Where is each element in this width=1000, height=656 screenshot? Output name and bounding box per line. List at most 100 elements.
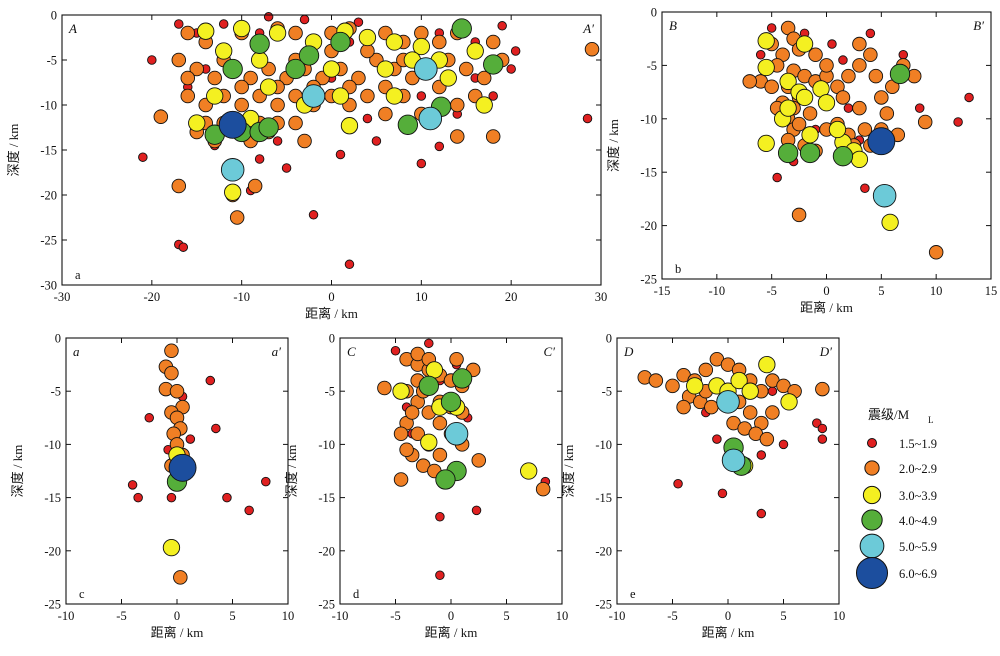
quake-point: [712, 434, 722, 444]
quake-point: [133, 492, 143, 503]
quake-point: [174, 19, 184, 29]
quake-point: [392, 382, 410, 400]
quake-point: [755, 49, 766, 60]
quake-point: [928, 245, 944, 260]
quake-point: [827, 39, 837, 49]
quake-point: [791, 116, 807, 132]
quake-point: [520, 462, 538, 480]
y-tick-label: -5: [602, 385, 612, 399]
x-tick-label: 5: [878, 284, 884, 298]
legend-marker: [859, 533, 885, 559]
quake-point: [414, 25, 429, 41]
quake-point: [418, 375, 439, 397]
quake-point: [808, 47, 823, 62]
quake-point: [758, 355, 776, 374]
quake-point: [188, 114, 206, 132]
quake-point: [868, 68, 884, 84]
quake-point: [802, 106, 818, 121]
quake-point: [485, 34, 501, 50]
quake-point: [914, 103, 925, 113]
quake-point: [340, 117, 359, 135]
quake-point: [673, 479, 683, 489]
quake-point: [835, 90, 851, 105]
quake-point: [742, 405, 758, 420]
y-tick-label: -20: [318, 544, 335, 558]
quake-point: [362, 113, 373, 124]
quake-point: [178, 242, 189, 252]
quake-point: [698, 362, 714, 378]
x-tick-label: -10: [609, 609, 626, 623]
quake-point: [828, 120, 847, 139]
y-tick-label: -5: [47, 54, 57, 68]
quake-point: [218, 19, 229, 29]
quake-point: [410, 426, 425, 442]
y-tick-label: -25: [40, 234, 57, 248]
quake-point: [838, 55, 848, 65]
legend-entry-label: 1.5~1.9: [899, 437, 937, 451]
quake-point: [162, 538, 181, 557]
chart-panel-c: -10 -5 0 5 10 0 -5 -10 -15 -20 -25 a a′ c 距离 / km 深度 / …: [10, 332, 294, 641]
y-tick-label: -5: [51, 385, 61, 399]
quake-point: [397, 114, 419, 135]
quake-point: [244, 505, 254, 516]
y-tick-label: -15: [640, 166, 657, 180]
quake-point: [371, 136, 382, 146]
quake-point: [180, 88, 196, 104]
x-axis-title: 距离 / km: [151, 625, 204, 640]
y-tick-label: -5: [325, 385, 335, 399]
y-axis-title: 深度 / km: [606, 119, 621, 172]
quake-point: [358, 28, 377, 47]
quake-point: [207, 70, 222, 86]
x-tick-label: 20: [505, 290, 518, 304]
quake-point: [488, 91, 498, 101]
quake-point: [297, 133, 312, 149]
quake-point: [506, 64, 516, 74]
quake-point: [153, 109, 169, 124]
quake-point: [432, 447, 448, 463]
legend: 震级/M L 1.5~1.9 2.0~2.9 3.0~3.9 4.0~4.9 5.0~5.9…: [855, 407, 937, 590]
y-tick-label: -10: [640, 112, 657, 126]
quake-point: [425, 361, 443, 379]
x-tick-label: 15: [985, 284, 998, 298]
quake-point: [233, 19, 251, 38]
quake-point: [205, 375, 216, 386]
y-tick-label: 0: [329, 332, 335, 346]
y-tick-label: -10: [595, 438, 612, 452]
quake-point: [801, 126, 819, 144]
y-axis-title: 深度 / km: [6, 124, 21, 177]
points-c: [127, 343, 271, 585]
quake-point: [475, 96, 493, 114]
quake-point: [881, 213, 899, 232]
quake-point: [686, 377, 704, 395]
legend-marker: [861, 509, 883, 531]
x-tick-label: -10: [332, 609, 349, 623]
quake-point: [757, 58, 775, 77]
y-tick-label: -5: [647, 59, 657, 73]
quake-point: [485, 129, 501, 144]
quake-point: [964, 92, 974, 103]
quake-point: [147, 55, 157, 65]
quake-point: [779, 72, 797, 91]
quake-point: [863, 47, 878, 62]
quake-point: [258, 117, 279, 138]
points-a: [138, 12, 600, 270]
quake-point: [288, 25, 303, 41]
quake-point: [451, 18, 472, 39]
y-tick-label: -15: [44, 491, 61, 505]
quake-point: [704, 399, 719, 415]
quake-point: [497, 21, 507, 31]
chart-panel-d: -10 -5 0 5 10 0 -5 -10 -15 -20 -25 C C′ d 距离 / km 深度 / …: [284, 332, 568, 641]
x-tick-label: 0: [448, 609, 454, 623]
quake-point: [476, 70, 492, 86]
y-tick-label: -20: [44, 544, 61, 558]
quake-point: [393, 426, 409, 442]
quake-point: [898, 49, 909, 60]
legend-marker: [855, 556, 889, 590]
quake-point: [344, 259, 355, 270]
legend-marker: [864, 460, 880, 476]
quake-point: [385, 33, 404, 51]
quake-point: [164, 343, 179, 359]
quake-point: [779, 99, 797, 117]
panel-label: c: [79, 587, 85, 601]
quake-point: [259, 78, 278, 96]
